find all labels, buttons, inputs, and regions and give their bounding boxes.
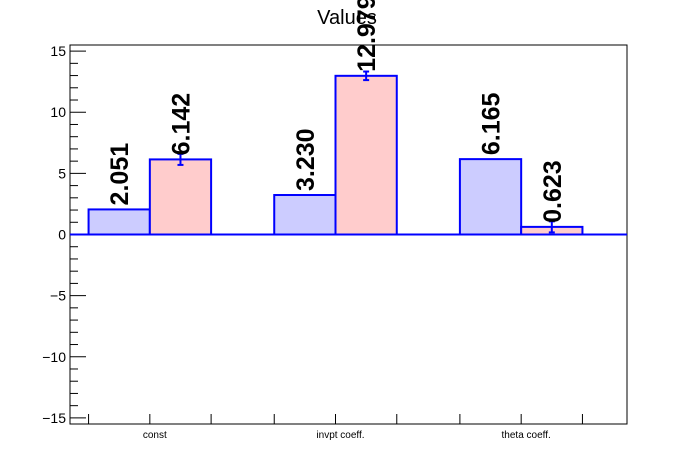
y-tick-label: −5 bbox=[50, 288, 66, 304]
y-tick-label: 10 bbox=[50, 104, 66, 120]
category-label: invpt coeff. bbox=[316, 430, 364, 441]
x-axis: const invpt coeff. theta coeff. bbox=[88, 414, 583, 441]
y-tick-label: 15 bbox=[50, 43, 66, 59]
y-tick-label: −15 bbox=[42, 410, 66, 426]
bars-group bbox=[70, 70, 627, 236]
category-label: const bbox=[143, 430, 167, 441]
data-label: 6.142 bbox=[167, 93, 195, 156]
bar bbox=[148, 158, 213, 236]
bar bbox=[273, 194, 337, 236]
data-label: 12.979 bbox=[353, 0, 381, 72]
data-label: 6.165 bbox=[478, 92, 506, 155]
data-labels-group: 2.051 3.230 6.165 6.142 12.979 0.623 bbox=[106, 0, 567, 223]
bar bbox=[334, 74, 398, 236]
data-label: 2.051 bbox=[106, 143, 134, 206]
y-axis: −15 −10 −5 0 5 10 15 bbox=[42, 43, 86, 426]
chart-title: Values bbox=[317, 7, 377, 29]
bar bbox=[87, 208, 151, 236]
bar bbox=[458, 158, 523, 236]
category-label: theta coeff. bbox=[502, 430, 551, 441]
y-tick-label: 0 bbox=[58, 227, 66, 243]
data-label: 0.623 bbox=[539, 160, 567, 223]
y-tick-label: 5 bbox=[58, 165, 66, 181]
y-tick-label: −10 bbox=[42, 349, 66, 365]
data-label: 3.230 bbox=[292, 128, 320, 191]
